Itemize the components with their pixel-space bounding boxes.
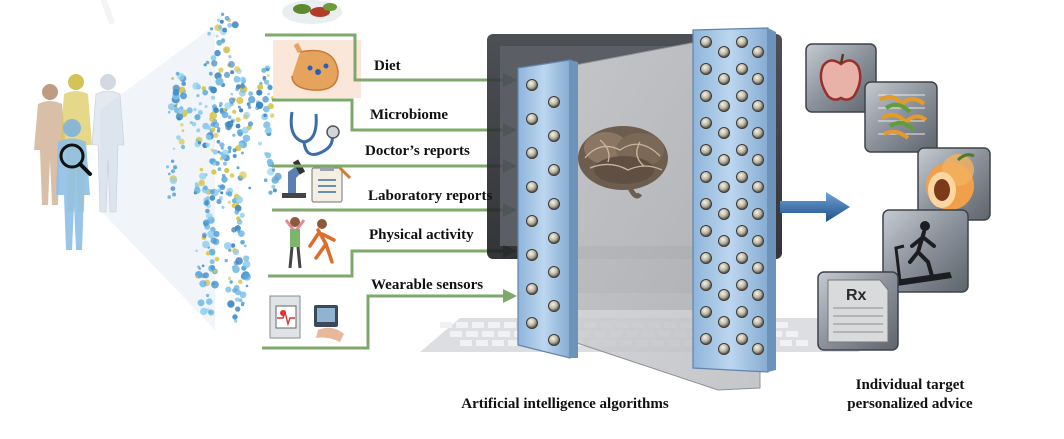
label-diet: Diet — [374, 58, 401, 74]
background-watermark: T — [75, 0, 135, 44]
arrow-diet — [265, 33, 503, 82]
left-layer-panel — [517, 59, 578, 359]
arrow-wearable — [262, 294, 503, 350]
apple-icon — [805, 43, 877, 113]
stethoscope-icon — [289, 111, 340, 156]
advice-caption-line2: personalized advice — [847, 396, 973, 412]
human-body-icon — [165, 12, 282, 323]
label-wearable-sensors: Wearable sensors — [371, 277, 484, 293]
arrow-microbiome — [272, 98, 503, 132]
peach-icon — [917, 147, 991, 221]
magnifier-icon — [59, 143, 92, 176]
output-arrow-icon — [780, 192, 850, 222]
food-plate-icon — [282, 0, 342, 24]
label-doctor-reports: Doctor’s reports — [365, 143, 470, 159]
advice-caption: Individual target personalized advice — [820, 376, 1000, 414]
neuron-bolts — [526, 36, 764, 355]
wearable-monitor-icon — [269, 295, 344, 342]
salad-icon — [864, 81, 938, 153]
exercise-people-icon — [284, 217, 336, 269]
zoom-wedge — [100, 25, 215, 330]
advice-caption-line1: Individual target — [855, 377, 965, 393]
prescription-icon: Rx — [817, 271, 899, 351]
treadmill-icon — [882, 209, 969, 293]
brain-icon — [578, 126, 668, 199]
arrow-activity — [268, 249, 503, 278]
label-laboratory-reports: Laboratory reports — [368, 188, 493, 204]
person-white — [91, 74, 125, 213]
label-microbiome: Microbiome — [370, 107, 449, 123]
rx-text: Rx — [846, 287, 867, 304]
svg-text:T: T — [75, 0, 135, 44]
input-arrows — [262, 33, 503, 350]
ai-caption: Artificial intelligence algorithms — [461, 396, 669, 412]
clipboard-icon — [311, 165, 352, 203]
label-physical-activity: Physical activity — [369, 227, 474, 243]
stomach-icon — [273, 40, 361, 98]
